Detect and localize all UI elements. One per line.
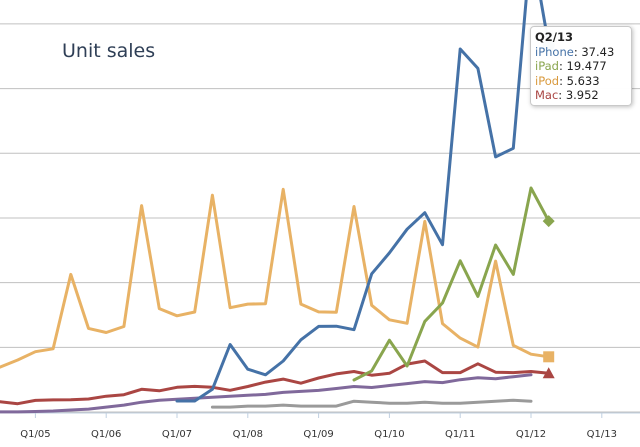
series-line-mac: [0, 359, 551, 406]
x-tick-label: Q1/08: [233, 429, 263, 440]
series-end-marker-mac: [542, 367, 555, 379]
x-tick-label: Q1/09: [303, 429, 333, 440]
x-tick-label: Q1/10: [374, 429, 404, 440]
series-line-unlabeled-4: [0, 373, 533, 414]
tooltip-row-ipad: iPad: 19.477: [535, 59, 607, 74]
x-tick-label: Q1/12: [516, 429, 546, 440]
chart-title: Unit sales: [62, 40, 156, 62]
tooltip-label-iphone: iPhone: [535, 44, 574, 59]
tooltip-title: Q2/13: [535, 30, 573, 44]
x-tick-label: Q1/05: [20, 429, 50, 440]
series-end-marker-ipad: [542, 215, 555, 228]
series-lines: [0, 0, 555, 414]
series-end-marker-ipod: [543, 351, 555, 363]
series-line-unlabeled-5: [210, 398, 533, 409]
grid-lines: [0, 23, 640, 413]
tooltip-row-ipod: iPod: 5.633: [535, 73, 600, 88]
tooltip-value-ipad: 19.477: [566, 59, 607, 74]
series-line-ipad: [352, 186, 551, 382]
x-tick-label: Q1/11: [445, 429, 475, 440]
x-tick-label: Q1/07: [162, 429, 192, 440]
x-tick-label: Q1/06: [91, 429, 121, 440]
tooltip-label-ipad: iPad: [535, 59, 559, 74]
tooltip-value-iphone: 37.43: [581, 44, 615, 59]
tooltip-row-mac: Mac: 3.952: [535, 88, 599, 103]
tooltip-label-ipod: iPod: [535, 73, 560, 88]
tooltip-value-mac: 3.952: [565, 88, 599, 103]
tooltip-value-ipod: 5.633: [566, 73, 600, 88]
x-tick-label: Q1/13: [587, 429, 617, 440]
x-axis: Q1/05 Q1/06 Q1/07 Q1/08 Q1/09 Q1/10 Q1/11 Q1/12…: [0, 412, 640, 440]
series-line-iphone: [175, 0, 551, 403]
tooltip-row-iphone: iPhone: 37.43: [535, 44, 615, 59]
series-line-ipod: [0, 187, 551, 369]
chart-tooltip: Q2/13 iPhone: 37.43 iPad: 19.477 iPod: 5…: [530, 26, 632, 106]
tooltip-label-mac: Mac: [535, 88, 559, 103]
